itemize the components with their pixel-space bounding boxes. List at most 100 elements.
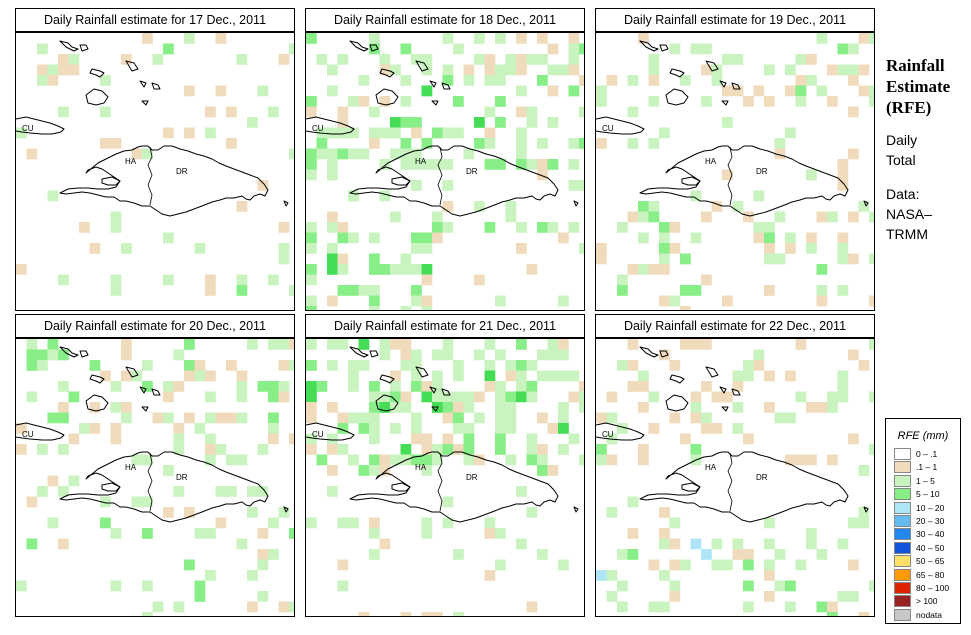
rainfall-cell	[659, 507, 670, 518]
rainfall-cell	[774, 148, 786, 160]
rainfall-cell	[306, 360, 317, 371]
rainfall-cell	[463, 433, 475, 445]
rainfall-cell	[606, 412, 618, 424]
rainfall-cell	[680, 306, 691, 310]
rainfall-cell	[526, 433, 538, 445]
rainfall-cell	[442, 402, 454, 413]
rainfall-cell	[617, 580, 628, 592]
coastline-path	[639, 346, 659, 358]
rainfall-cell	[806, 402, 817, 413]
rainfall-cell	[442, 127, 454, 139]
rainfall-cell	[205, 285, 216, 296]
rainfall-cell	[268, 517, 279, 529]
rainfall-cell	[421, 159, 433, 170]
rainfall-cell	[505, 412, 517, 424]
rainfall-cell	[785, 85, 796, 97]
rainfall-cell	[659, 243, 670, 254]
rainfall-cell	[648, 54, 660, 65]
side-title-line: (RFE)	[886, 98, 932, 117]
rainfall-cell	[58, 106, 69, 118]
rainfall-cell	[400, 349, 412, 361]
rainfall-cell	[421, 381, 433, 392]
rainfall-cell	[806, 54, 817, 65]
rainfall-cell	[495, 402, 506, 413]
coastline	[596, 346, 869, 523]
rainfall-cell	[47, 349, 59, 361]
rainfall-cell	[526, 117, 538, 128]
rainfall-cell	[379, 538, 391, 550]
rainfall-cell	[690, 43, 702, 55]
legend-swatch	[894, 528, 911, 541]
rainfall-cell	[327, 295, 338, 307]
cuba-label: CU	[312, 430, 324, 439]
rainfall-cell	[690, 444, 702, 455]
rainfall-cell	[516, 391, 527, 403]
rainfall-cell	[421, 138, 433, 149]
side-text-line: NASA–	[886, 206, 932, 222]
rainfall-cell	[400, 253, 412, 265]
rainfall-cell	[638, 201, 649, 212]
panel-title: Daily Rainfall estimate for 17 Dec., 201…	[15, 8, 295, 32]
rainfall-cell	[379, 190, 391, 202]
legend-swatch	[894, 501, 911, 514]
rainfall-cell	[337, 106, 349, 118]
rainfall-cell	[173, 349, 185, 361]
rainfall-cell	[369, 106, 380, 118]
rainfall-cell	[617, 601, 628, 613]
rainfall-cell	[89, 402, 101, 413]
rainfall-cell	[606, 391, 618, 403]
rainfall-cell	[316, 381, 328, 392]
rainfall-cell	[142, 612, 153, 616]
rainfall-cell	[421, 433, 433, 445]
rainfall-cell	[205, 274, 216, 286]
rainfall-cell	[369, 517, 380, 529]
rainfall-cell	[596, 96, 607, 107]
rainfall-cell	[26, 538, 38, 550]
rainfall-cell	[289, 43, 294, 55]
rainfall-cell	[806, 243, 817, 254]
rainfall-cell	[358, 96, 370, 107]
rainfall-cell	[848, 349, 859, 361]
rainfall-cell	[484, 138, 496, 149]
rainfall-cell	[163, 43, 174, 55]
rainfall-cell	[743, 601, 754, 613]
rainfall-cell	[537, 444, 548, 455]
rainfall-cell	[327, 264, 338, 275]
rainfall-cell	[474, 274, 485, 286]
rainfall-cell	[89, 360, 101, 371]
coastline-path	[719, 80, 727, 88]
rainfall-cell	[638, 381, 649, 392]
rainfall-cell	[743, 96, 754, 107]
rainfall-cell	[806, 232, 817, 244]
rainfall-cell	[390, 127, 401, 139]
rainfall-cell	[516, 148, 527, 160]
rainfall-cell	[558, 339, 569, 350]
rainfall-cell	[743, 580, 754, 592]
rainfall-cell	[369, 465, 380, 476]
rainfall-cell	[816, 295, 828, 307]
rainfall-cell	[358, 465, 370, 476]
rainfall-cell	[58, 54, 69, 65]
rainfall-cell	[432, 391, 443, 403]
rainfall-cell	[236, 538, 248, 550]
rainfall-cell	[453, 423, 464, 434]
rainfall-cell	[236, 54, 248, 65]
rainfall-cell	[337, 444, 349, 455]
rainfall-cell	[379, 96, 391, 107]
rainfall-cell	[348, 127, 359, 139]
coastline-path	[16, 422, 65, 441]
rainfall-cell	[474, 412, 485, 424]
rainfall-cell	[785, 232, 796, 244]
rainfall-cell	[453, 444, 464, 455]
rainfall-cell	[421, 444, 433, 455]
rainfall-cell	[68, 54, 80, 65]
rainfall-map-svg: CU HA DR	[16, 33, 294, 296]
legend-item: 80 – 100	[886, 581, 960, 595]
rainfall-cell	[369, 33, 380, 44]
rainfall-cell	[722, 54, 733, 65]
rainfall-cell	[505, 54, 517, 65]
rainfall-cell	[337, 412, 349, 424]
rainfall-cell	[526, 360, 538, 371]
rainfall-cell	[648, 201, 660, 212]
rainfall-cell	[648, 601, 660, 613]
